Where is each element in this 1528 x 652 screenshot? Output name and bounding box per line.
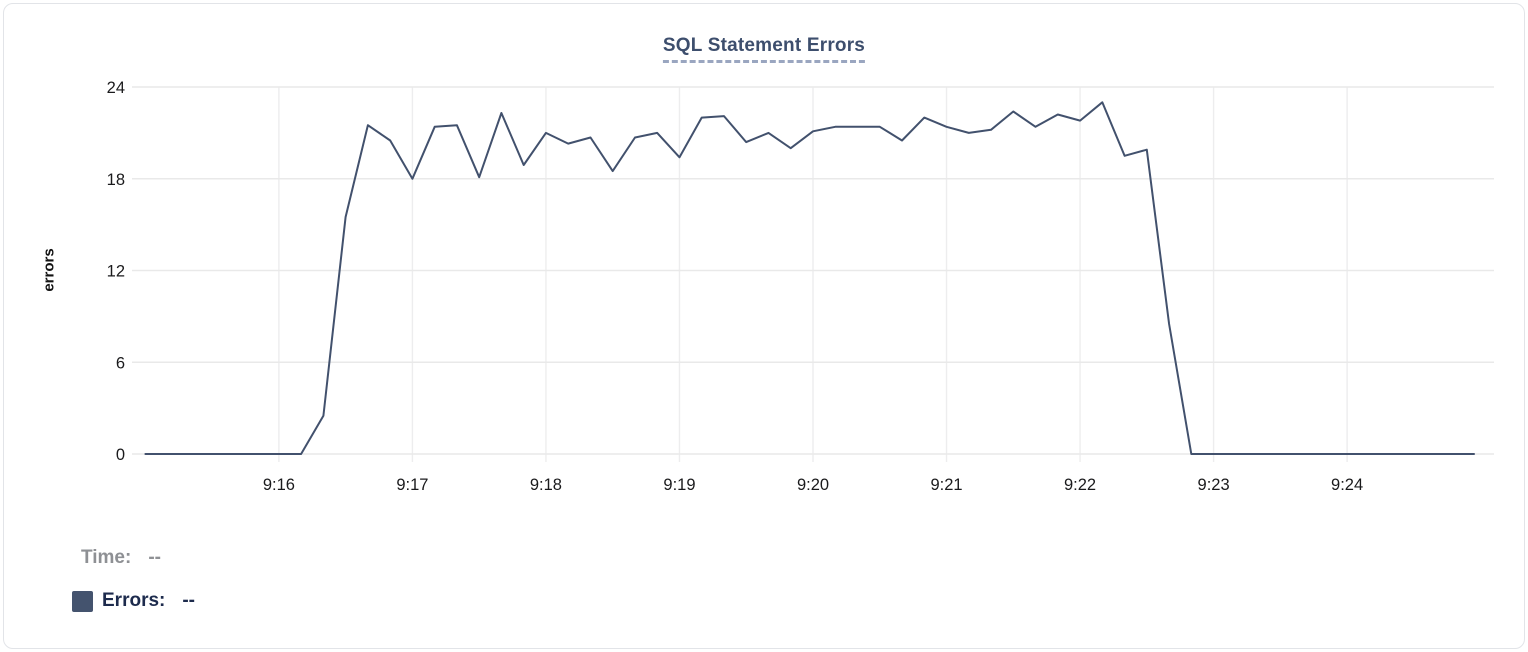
tooltip-time-label: Time:	[81, 547, 132, 568]
x-tick-label: 9:22	[1064, 476, 1096, 494]
y-tick-label: 18	[107, 171, 125, 189]
x-tick-label: 9:18	[530, 476, 562, 494]
y-tick-label: 0	[116, 446, 125, 464]
errors-series-line	[144, 101, 1475, 455]
tooltip-time-value: --	[148, 547, 161, 568]
x-tick-label: 9:23	[1198, 476, 1230, 494]
chart-card: SQL Statement Errors errors 0 6 12 18 24 9:16…	[3, 3, 1525, 649]
y-tick-label: 6	[116, 354, 125, 372]
tooltip-errors-row: Errors: --	[72, 590, 195, 612]
chart-title[interactable]: SQL Statement Errors	[662, 35, 866, 63]
x-tick-label: 9:19	[663, 476, 695, 494]
x-tick-label: 9:16	[263, 476, 295, 494]
x-tick-label: 9:24	[1331, 476, 1363, 494]
line-chart-plot-area[interactable]: 0 6 12 18 24 9:16 9:17 9:18 9:19 9:20 9:21 9:22 9:23…	[4, 4, 1526, 514]
y-tick-label: 24	[107, 79, 125, 97]
x-tick-label: 9:17	[396, 476, 428, 494]
errors-series-swatch-icon	[72, 590, 93, 612]
x-tick-label: 9:20	[797, 476, 829, 494]
x-tick-label: 9:21	[930, 476, 962, 494]
tooltip-errors-value: --	[182, 590, 196, 611]
tooltip-errors-label: Errors:	[102, 590, 166, 611]
y-tick-label: 12	[107, 263, 125, 281]
tooltip-time-row: Time: --	[81, 547, 161, 569]
